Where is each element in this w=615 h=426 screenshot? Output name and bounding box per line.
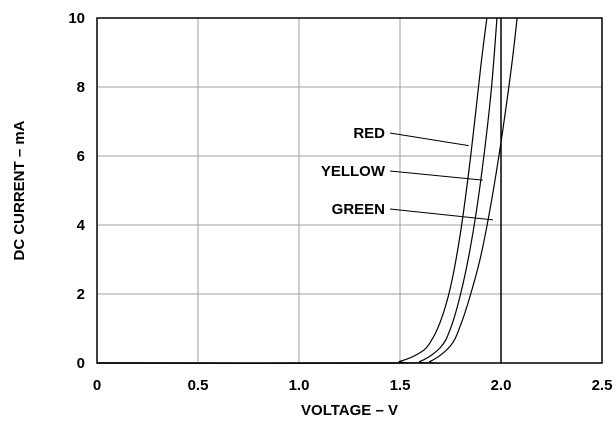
x-tick-label-1: 0.5 xyxy=(188,377,209,394)
series-label-red: RED xyxy=(353,125,385,142)
y-tick-label-4: 8 xyxy=(77,79,85,96)
series-label-green: GREEN xyxy=(332,201,385,218)
x-tick-label-3: 1.5 xyxy=(390,377,411,394)
series-line-red xyxy=(96,17,488,364)
curve-labels: RED YELLOW GREEN xyxy=(321,125,493,221)
leader-line-red xyxy=(389,132,469,147)
x-tick-label-0: 0 xyxy=(93,377,101,394)
series-line-green xyxy=(96,17,518,364)
y-tick-label-2: 4 xyxy=(77,217,86,234)
leader-line-green xyxy=(389,208,493,221)
y-axis-label: DC CURRENT – mA xyxy=(11,120,28,260)
curve-layer xyxy=(96,17,518,364)
x-tick-label-5: 2.5 xyxy=(592,377,613,394)
y-tick-label-1: 2 xyxy=(77,286,85,303)
y-tick-label-0: 0 xyxy=(77,355,85,372)
x-axis-label: VOLTAGE – V xyxy=(301,402,398,419)
grid-lines xyxy=(96,17,603,364)
series-label-yellow: YELLOW xyxy=(321,163,386,180)
y-tick-label-3: 6 xyxy=(77,148,85,165)
x-tick-label-2: 1.0 xyxy=(289,377,310,394)
plot-frame xyxy=(96,17,603,364)
x-tick-label-4: 2.0 xyxy=(491,377,512,394)
series-line-yellow xyxy=(96,17,498,364)
y-tick-label-5: 10 xyxy=(68,10,85,27)
tick-labels: 0 0.5 1.0 1.5 2.0 2.5 0 2 4 6 8 10 xyxy=(68,10,612,394)
leader-line-yellow xyxy=(389,170,483,181)
